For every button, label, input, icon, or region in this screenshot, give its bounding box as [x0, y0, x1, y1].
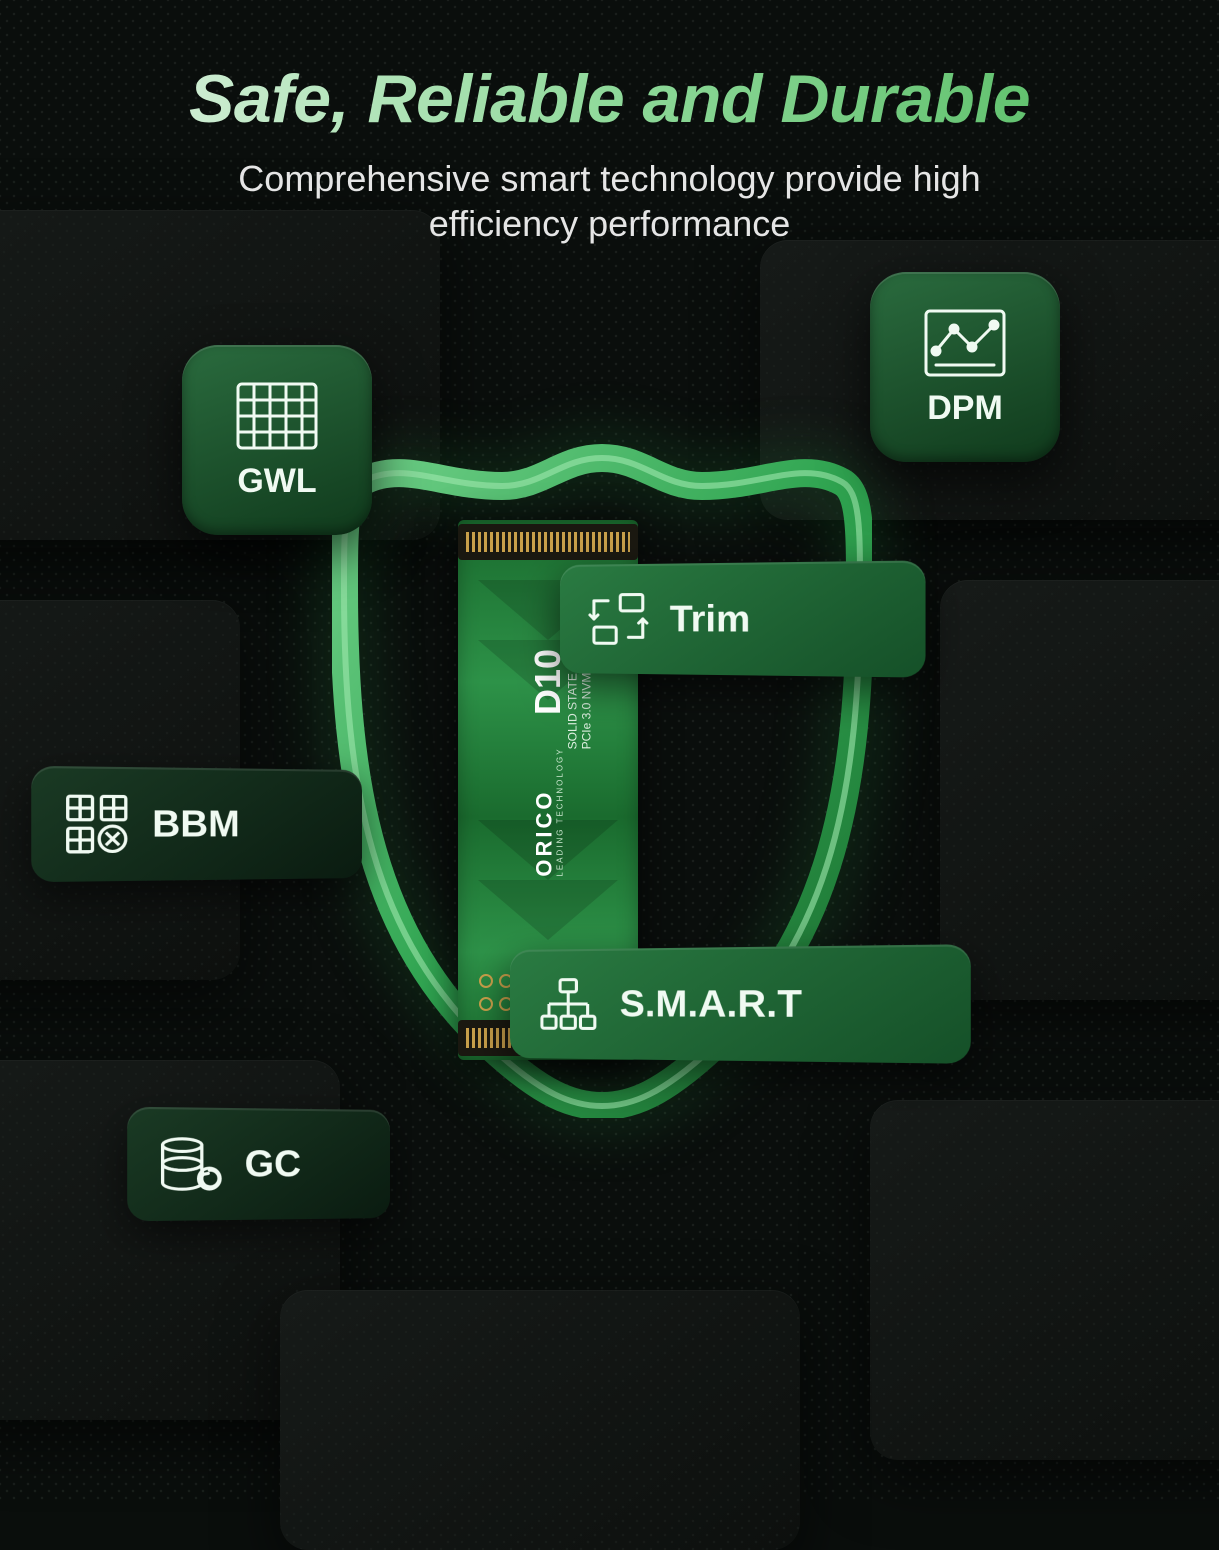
- feature-card-gwl: GWL: [182, 345, 372, 535]
- feature-ribbon-trim: Trim: [560, 560, 926, 677]
- feature-label: GWL: [237, 462, 316, 501]
- feature-label: BBM: [152, 802, 240, 846]
- feature-label: S.M.A.R.T: [620, 982, 802, 1027]
- graph-icon: [920, 307, 1010, 379]
- ssd-brand: ORICO LEADING TECHNOLOGY: [532, 747, 565, 876]
- feature-ribbon-bbm: BBM: [31, 766, 362, 882]
- feature-label: GC: [245, 1142, 301, 1185]
- header: Safe, Reliable and Durable Comprehensive…: [0, 0, 1219, 246]
- feature-card-dpm: DPM: [870, 272, 1060, 462]
- swap-icon: [588, 588, 649, 649]
- feature-label: DPM: [927, 389, 1003, 428]
- page-subtitle: Comprehensive smart technology provide h…: [0, 156, 1219, 246]
- ssd-connector-top: [458, 524, 638, 560]
- feature-ribbon-smart: S.M.A.R.T: [510, 944, 971, 1064]
- recycle-disks-icon: [158, 1132, 223, 1195]
- grid-icon: [232, 380, 322, 452]
- feature-ribbon-gc: GC: [127, 1107, 390, 1222]
- org-chart-icon: [538, 973, 599, 1034]
- feature-label: Trim: [670, 597, 751, 641]
- blocks-x-icon: [63, 792, 130, 856]
- page-title: Safe, Reliable and Durable: [0, 60, 1219, 138]
